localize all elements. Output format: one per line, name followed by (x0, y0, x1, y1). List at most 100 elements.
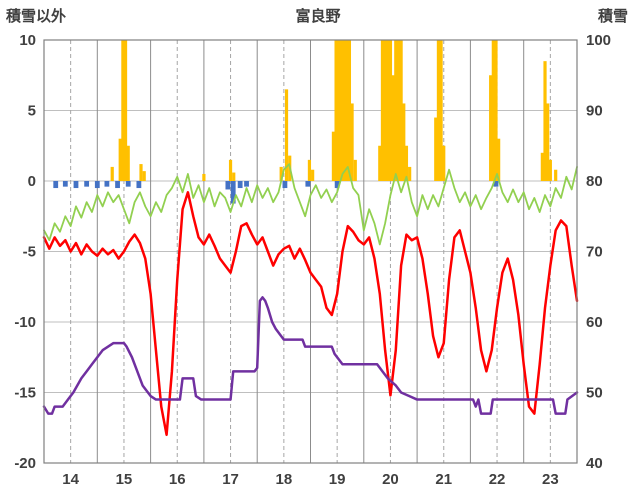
left-tick-label: 10 (19, 32, 36, 49)
orange-bars-bar (494, 40, 498, 181)
x-tick-labels: 14 15 16 17 18 19 20 21 22 23 (62, 471, 558, 488)
orange-bars-bar (391, 75, 395, 181)
green-line (43, 163, 578, 246)
v-gridlines-solid (96, 40, 525, 463)
x-tick-label: 21 (435, 471, 452, 488)
orange-bars-bar (202, 173, 206, 181)
orange-bars-bar (342, 40, 346, 181)
orange-bars-bar (436, 40, 441, 181)
orange-bars-bar (543, 61, 547, 181)
x-tick-label: 17 (222, 471, 239, 488)
right-tick-label: 40 (586, 455, 603, 472)
orange-bars-bar (123, 40, 128, 181)
x-tick-label: 14 (62, 471, 79, 488)
blue-marks-bar (237, 181, 243, 189)
x-tick-label: 18 (276, 471, 293, 488)
orange-bars-bar (386, 40, 390, 181)
orange-bars-bar (110, 166, 114, 181)
x-tick-label: 16 (169, 471, 186, 488)
blue-marks-bar (62, 181, 68, 187)
blue-marks-bar (244, 181, 249, 187)
blue-marks-bar (125, 181, 131, 187)
blue-marks-bar (334, 181, 340, 189)
orange-bars-bar (339, 40, 344, 181)
orange-bars-bar (434, 117, 438, 181)
orange-bars-bar (353, 159, 357, 181)
orange-bars-bar (489, 75, 493, 181)
blue-marks-bar (104, 181, 110, 187)
orange-bars-bar (439, 40, 443, 181)
x-tick-label: 20 (382, 471, 399, 488)
blue-marks-bar (136, 181, 142, 189)
orange-bars-bar (139, 164, 143, 181)
x-tick-label: 19 (329, 471, 346, 488)
orange-bars-bar (404, 145, 409, 181)
orange-bars-bar (228, 159, 233, 181)
orange-bars-bar (311, 169, 315, 181)
orange-bars-bar (142, 171, 146, 181)
blue-marks-bar (73, 181, 79, 189)
right-tick-label: 50 (586, 385, 603, 402)
orange-bars-bar (347, 40, 352, 181)
x-tick-label: 22 (489, 471, 506, 488)
right-tick-label: 60 (586, 314, 603, 331)
left-tick-label: 5 (28, 103, 36, 120)
orange-bars-bar (279, 166, 283, 181)
orange-bars-bar (284, 89, 289, 181)
orange-bars (110, 40, 558, 181)
orange-bars-bar (383, 40, 387, 181)
orange-bars-bar (232, 172, 236, 181)
orange-bars-bar (396, 40, 401, 181)
plot-border (43, 39, 578, 464)
orange-bars-bar (394, 40, 398, 181)
blue-marks-bar (493, 181, 499, 187)
chart-title: 富良野 (295, 8, 341, 25)
orange-bars-bar (388, 40, 393, 181)
orange-bars-bar (334, 40, 338, 181)
left-tick-label: -20 (14, 455, 36, 472)
blue-marks-bar (225, 181, 231, 190)
x-tick-label: 15 (116, 471, 133, 488)
right-tick-label: 80 (586, 173, 603, 190)
left-tick-labels: 10 5 0 -5 -10 -15 -20 (14, 32, 36, 472)
purple-line (42, 296, 579, 415)
orange-bars-bar (337, 40, 341, 181)
left-tick-label: -5 (23, 244, 36, 261)
orange-bars-bar (491, 40, 495, 181)
orange-bars-bar (345, 40, 349, 181)
orange-bars-bar (548, 159, 552, 181)
orange-bars-bar (378, 145, 382, 181)
left-tick-label: -15 (14, 385, 36, 402)
right-tick-label: 90 (586, 103, 603, 120)
right-tick-label: 100 (586, 32, 611, 49)
orange-bars-bar (540, 152, 544, 181)
x-tick-label: 23 (542, 471, 559, 488)
blue-marks-bar (282, 181, 288, 189)
orange-bars-bar (497, 138, 501, 181)
blue-marks-bar (94, 181, 100, 189)
right-tick-labels: 100 90 80 70 60 50 40 (586, 32, 611, 472)
orange-bars-bar (546, 103, 550, 181)
orange-bars-bar (408, 166, 412, 181)
right-tick-label: 70 (586, 244, 603, 261)
orange-bars-bar (380, 40, 385, 181)
left-tick-label: -10 (14, 314, 36, 331)
blue-marks-bar (230, 181, 236, 204)
blue-marks-bar (84, 181, 90, 187)
blue-marks-bar (115, 181, 120, 189)
orange-bars-bar (331, 131, 336, 181)
blue-marks-bar (53, 181, 59, 189)
red-line (42, 191, 579, 437)
orange-bars-bar (554, 169, 558, 181)
orange-bars-bar (121, 40, 125, 181)
orange-bars-bar (399, 40, 403, 181)
left-axis-title: 積雪以外 (6, 8, 67, 25)
orange-bars-bar (350, 103, 354, 181)
blue-marks (53, 181, 499, 204)
orange-bars-bar (126, 145, 130, 181)
orange-bars-bar (307, 159, 312, 181)
right-axis-title: 積雪 (597, 8, 628, 25)
orange-bars-bar (118, 138, 122, 181)
